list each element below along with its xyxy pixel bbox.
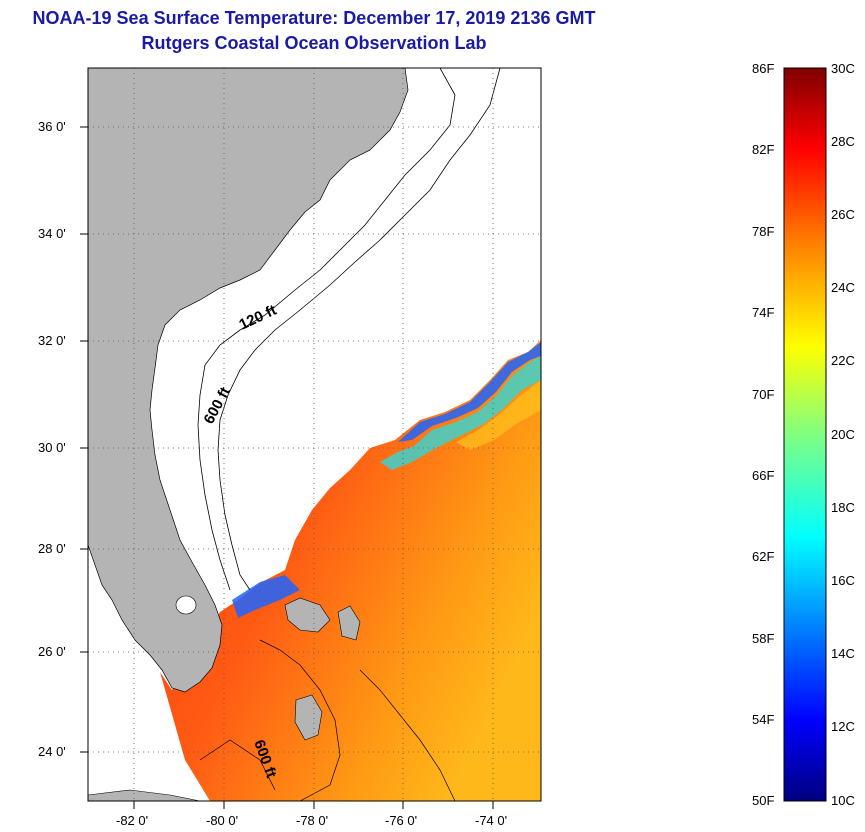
- lat-tick-label: 24 0': [38, 744, 66, 759]
- colorbar-f-label: 74F: [752, 305, 775, 320]
- lat-tick-label: 36 0': [38, 119, 66, 134]
- isobath-bahamas: [199, 639, 456, 801]
- lat-tick-label: 26 0': [38, 644, 66, 659]
- colorbar-c-label: 10C: [831, 793, 855, 808]
- axis-ticks: [80, 126, 494, 809]
- lon-tick-label: -76 0': [385, 813, 418, 828]
- lon-tick-label: -80 0': [206, 813, 239, 828]
- lat-tick-label: 28 0': [38, 541, 66, 556]
- lake-okeechobee: [175, 595, 197, 615]
- lon-tick-label: -78 0': [296, 813, 329, 828]
- isobath-120ft: [197, 68, 456, 591]
- lat-tick-label: 30 0': [38, 440, 66, 455]
- colorbar-c-label: 14C: [831, 646, 855, 661]
- colorbar-c-label: 20C: [831, 427, 855, 442]
- colorbar-f-label: 70F: [752, 387, 775, 402]
- colorbar-c-label: 16C: [831, 573, 855, 588]
- graticule: [88, 68, 541, 801]
- lon-tick-label: -82 0': [116, 813, 149, 828]
- bahamas-island: [284, 597, 331, 633]
- colorbar-f-label: 78F: [752, 224, 775, 239]
- map-subtitle: Rutgers Coastal Ocean Observation Lab: [141, 33, 487, 53]
- cyan-fringe: [380, 356, 541, 470]
- colorbar: [783, 67, 827, 802]
- colorbar-c-label: 18C: [831, 500, 855, 515]
- colorbar-f-label: 62F: [752, 549, 775, 564]
- yellow-band: [456, 380, 541, 450]
- bahamas-island: [337, 605, 361, 641]
- colorbar-f-label: 54F: [752, 712, 775, 727]
- sst-data-swath: [160, 340, 541, 801]
- colorbar-c-label: 26C: [831, 207, 855, 222]
- colorbar-f-label: 86F: [752, 61, 775, 76]
- land-mass: [88, 68, 409, 693]
- bahamas-island: [294, 694, 323, 741]
- cuba-coast: [88, 789, 201, 801]
- lat-tick-label: 32 0': [38, 333, 66, 348]
- colorbar-c-label: 22C: [831, 353, 855, 368]
- map-title: NOAA-19 Sea Surface Temperature: Decembe…: [32, 8, 596, 28]
- colorbar-c-label: 30C: [831, 61, 855, 76]
- colorbar-f-label: 50F: [752, 793, 775, 808]
- colorbar-f-label: 82F: [752, 142, 775, 157]
- lat-tick-label: 34 0': [38, 226, 66, 241]
- cool-fringe: [398, 342, 541, 442]
- isobath-600ft: [217, 68, 501, 591]
- colorbar-c-label: 24C: [831, 280, 855, 295]
- colorbar-c-label: 28C: [831, 134, 855, 149]
- colorbar-f-label: 58F: [752, 631, 775, 646]
- colorbar-f-label: 66F: [752, 468, 775, 483]
- colorbar-c-label: 12C: [831, 719, 855, 734]
- keys-fringe: [232, 575, 300, 618]
- lon-tick-label: -74 0': [475, 813, 508, 828]
